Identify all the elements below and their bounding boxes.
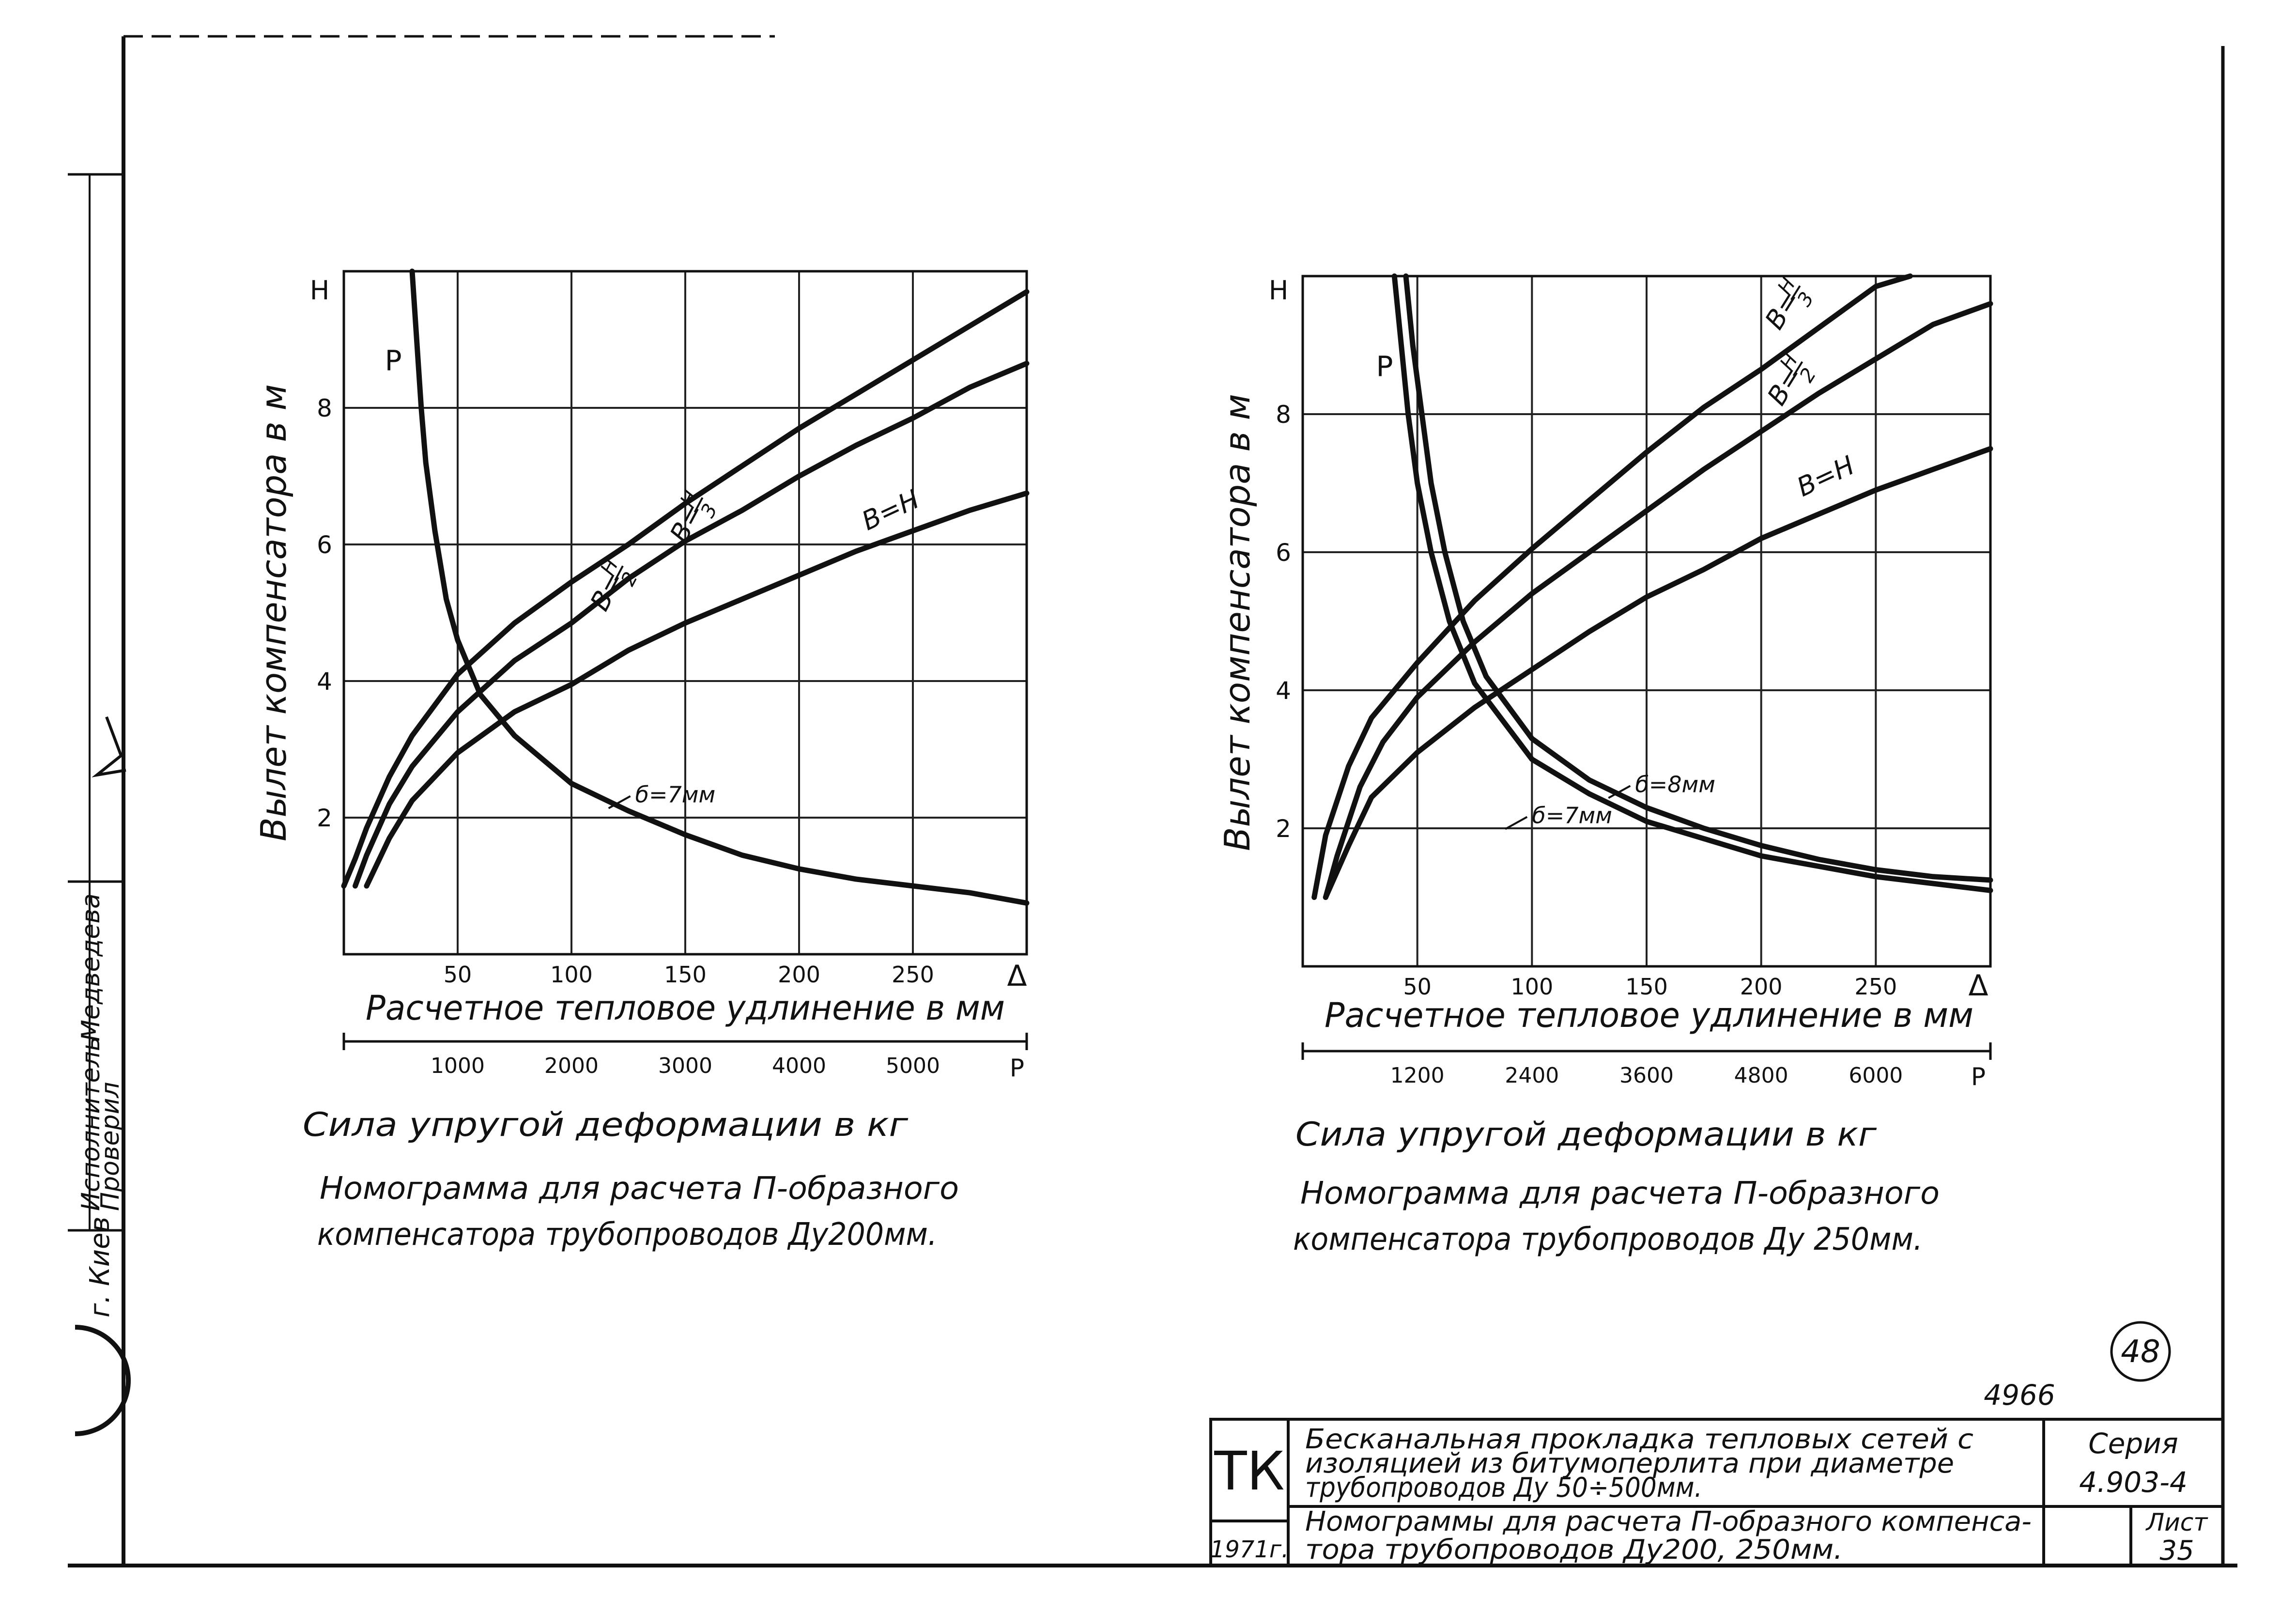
svg-text:В=Н: В=Н [1792, 450, 1859, 503]
side-stamp: Медведева Исполнитель Проверил г. Киев [68, 173, 131, 1436]
chart2-series-2-line [1323, 446, 1993, 900]
title-block-sheet-label: Лист [2145, 1508, 2209, 1536]
chart2-caption-line2: компенсатора трубопроводов Ду 250мм. [1293, 1222, 1923, 1257]
chart1-force-tick-label: 5000 [886, 1054, 940, 1078]
title-block-subject-line1: Бесканальная прокладка тепловых сетей с [1305, 1424, 1973, 1455]
chart2-x-symbol: Δ [1968, 969, 1988, 1003]
chart2-thickness-label: б=7мм [1532, 803, 1612, 829]
chart1-series-0-label: В=Н3 [664, 487, 722, 547]
chart1-series-2-line [364, 490, 1030, 889]
chart2-x-tick-label: 100 [1510, 974, 1553, 1000]
chart2-force-tick-label: 2400 [1505, 1063, 1559, 1088]
page-number-circle [2110, 1321, 2171, 1382]
stamp-city: г. Киев [84, 1216, 116, 1318]
chart2-thickness-leader [1608, 785, 1631, 799]
title-block: ТК 1971г. Бесканальная прокладка тепловы… [1209, 1418, 2224, 1567]
chart1-x-tick-label: 150 [664, 962, 707, 988]
chart1-force-tick-label: 4000 [772, 1054, 826, 1078]
chart1-caption-line2: компенсатора трубопроводов Ду200мм. [317, 1217, 937, 1253]
chart1-x-tick-label: 200 [778, 962, 820, 988]
chart2-force-tick-label: 3600 [1619, 1063, 1674, 1088]
chart1-x-tick-label: 50 [444, 962, 472, 988]
chart1-y-tick-label: 8 [317, 394, 332, 422]
chart2-grid [1303, 276, 1990, 966]
chart1-force-tick-label: 1000 [431, 1054, 485, 1078]
chart2-series-1-label: В=Н2 [1761, 350, 1821, 410]
chart2-x-tick-label: 150 [1625, 974, 1668, 1000]
chart2-series-4-line [1391, 273, 1993, 893]
chart2-force-symbol: P [1971, 1063, 1986, 1091]
page-circle-number: 48 [2121, 1334, 2160, 1370]
chart1-series-3-line [409, 268, 1030, 906]
chart2-x-tick-label: 250 [1854, 974, 1897, 1000]
chart2-force-tick-label: 4800 [1734, 1063, 1788, 1088]
chart2-series-3-label: Р [1376, 350, 1393, 383]
chart2-series-3-line [1403, 273, 1993, 883]
chart1-y-axis-label: Вылет компенсатора в м [253, 384, 294, 841]
stamp-role-checker: Проверил [96, 1082, 125, 1211]
chart1-caption-line1: Номограмма для расчета П-образного [320, 1171, 959, 1207]
stamp-executor-name: Медведева [77, 893, 106, 1041]
chart1-force-tick-label: 3000 [658, 1054, 712, 1078]
chart2-thickness-leader [1505, 816, 1528, 830]
chart2-x-tick-label: 200 [1740, 974, 1783, 1000]
svg-text:Р: Р [385, 344, 402, 377]
chart2-force-tick-label: 6000 [1849, 1063, 1903, 1088]
title-block-org: ТК [1214, 1440, 1284, 1502]
chart1-series-0-line [341, 289, 1030, 889]
chart1-x-symbol: Δ [1007, 959, 1027, 993]
chart1-x-axis-label: Расчетное тепловое удлинение в мм [366, 988, 1005, 1028]
chart2-y-tick-label: 8 [1276, 401, 1291, 429]
chart2-series-2-label: В=Н [1792, 450, 1859, 503]
chart2-x-tick-label: 50 [1403, 974, 1432, 1000]
chart1-y-tick-label: 4 [317, 667, 332, 696]
title-block-year: 1971г. [1210, 1536, 1289, 1563]
chart1-x-tick-label: 100 [550, 962, 593, 988]
svg-text:Р: Р [1376, 350, 1393, 383]
chart1-series-1-line [353, 360, 1030, 889]
chart2-y-symbol: Н [1269, 275, 1289, 306]
title-block-subject-line3: трубопроводов Ду 50÷500мм. [1305, 1472, 1702, 1504]
chart2-y-tick-label: 6 [1276, 539, 1291, 567]
chart1-thickness-label: б=7мм [635, 782, 716, 808]
chart2-force-axis-label: Сила упругой деформации в кг [1295, 1116, 1877, 1154]
chart2-caption-line1: Номограмма для расчета П-образного [1300, 1176, 1940, 1211]
chart2-force-tick-label: 1200 [1390, 1063, 1445, 1088]
chart1-force-tick-label: 2000 [544, 1054, 599, 1078]
chart1-force-symbol: P [1010, 1054, 1024, 1082]
chart1-force-axis-label: Сила упругой деформации в кг [303, 1106, 909, 1144]
chart2-y-axis-label: Вылет компенсатора в м [1217, 394, 1258, 851]
stamp-emblem-arc [75, 1325, 131, 1436]
title-block-sheet-value: 35 [2159, 1535, 2194, 1566]
chart1-grid [344, 271, 1027, 954]
doc-number: 4966 [1984, 1379, 2055, 1411]
chart2-series-0-label: В=Н3 [1759, 274, 1818, 335]
chart2-series-1-line [1323, 301, 1993, 900]
chart1-y-tick-label: 2 [317, 804, 332, 832]
title-block-sheet-title-line2: тора трубопроводов Ду200, 250мм. [1305, 1534, 1843, 1566]
chart2-series-0-line [1311, 273, 1913, 900]
chart2-x-axis-label: Расчетное тепловое удлинение в мм [1325, 995, 1973, 1035]
chart2-y-tick-label: 2 [1276, 815, 1291, 843]
chart1-x-tick-label: 250 [892, 962, 934, 988]
chart2-plot-frame [1301, 275, 1992, 968]
title-block-subject-line2: изоляцией из битумоперлита при диаметре [1305, 1448, 1954, 1479]
chart2-thickness-label: б=8мм [1635, 771, 1715, 797]
chart1-plot-frame [342, 270, 1028, 956]
chart-du250: В=Н3 В=Н2 В=Н Рб=8мм б=7мм Н 2 4 6 8 50 100 150 20… [1217, 273, 1993, 1257]
chart2-y-tick-label: 4 [1276, 677, 1291, 705]
title-block-series-value: 4.903-4 [2079, 1466, 2188, 1499]
title-block-sheet-title-line1: Номограммы для расчета П-образного компе… [1305, 1506, 2032, 1537]
chart1-y-symbol: Н [310, 275, 330, 306]
chart1-y-tick-label: 6 [317, 531, 332, 559]
chart1-series-3-label: Р [385, 344, 402, 377]
stamp-role-executor: Исполнитель [77, 1037, 106, 1211]
stamp-signature [92, 716, 126, 777]
title-block-series-label: Серия [2088, 1427, 2178, 1460]
chart2-curves: В=Н3 В=Н2 В=Н Рб=8мм б=7мм [1311, 273, 1993, 900]
chart1-thickness-leader [608, 795, 631, 809]
